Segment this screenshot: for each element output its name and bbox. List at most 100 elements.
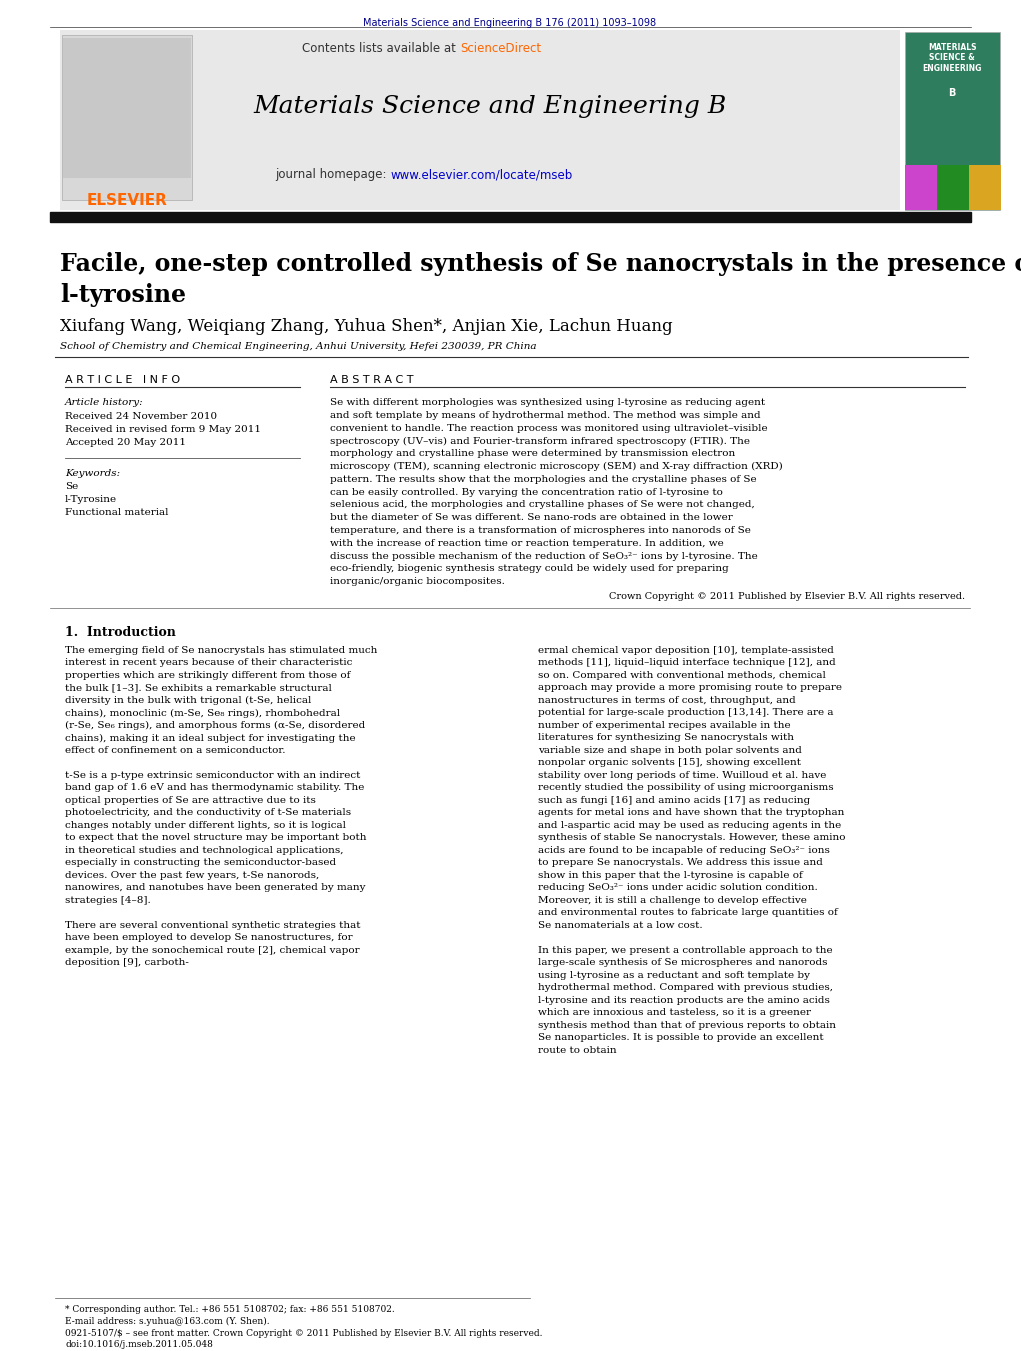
Text: microscopy (TEM), scanning electronic microscopy (SEM) and X-ray diffraction (XR: microscopy (TEM), scanning electronic mi… [330, 462, 783, 471]
Text: to prepare Se nanocrystals. We address this issue and: to prepare Se nanocrystals. We address t… [538, 858, 823, 867]
Text: temperature, and there is a transformation of microspheres into nanorods of Se: temperature, and there is a transformati… [330, 526, 750, 535]
Text: optical properties of Se are attractive due to its: optical properties of Se are attractive … [65, 796, 315, 805]
Text: especially in constructing the semiconductor-based: especially in constructing the semicondu… [65, 858, 336, 867]
Text: reducing SeO₃²⁻ ions under acidic solution condition.: reducing SeO₃²⁻ ions under acidic soluti… [538, 884, 818, 893]
Text: effect of confinement on a semiconductor.: effect of confinement on a semiconductor… [65, 746, 286, 755]
Text: and environmental routes to fabricate large quantities of: and environmental routes to fabricate la… [538, 908, 838, 917]
Text: Se: Se [65, 482, 79, 490]
Text: In this paper, we present a controllable approach to the: In this paper, we present a controllable… [538, 946, 832, 955]
Text: strategies [4–8].: strategies [4–8]. [65, 896, 151, 905]
Text: diversity in the bulk with trigonal (t-Se, helical: diversity in the bulk with trigonal (t-S… [65, 696, 311, 705]
Bar [50, 212, 971, 222]
Text: Facile, one-step controlled synthesis of Se nanocrystals in the presence of: Facile, one-step controlled synthesis of… [60, 253, 1021, 276]
Bar [937, 165, 969, 209]
Text: in theoretical studies and technological applications,: in theoretical studies and technological… [65, 846, 343, 855]
Text: band gap of 1.6 eV and has thermodynamic stability. The: band gap of 1.6 eV and has thermodynamic… [65, 784, 364, 793]
Text: Xiufang Wang, Weiqiang Zhang, Yuhua Shen*, Anjian Xie, Lachun Huang: Xiufang Wang, Weiqiang Zhang, Yuhua Shen… [60, 317, 673, 335]
Text: School of Chemistry and Chemical Engineering, Anhui University, Hefei 230039, PR: School of Chemistry and Chemical Enginee… [60, 342, 536, 351]
Text: A B S T R A C T: A B S T R A C T [330, 376, 414, 385]
Text: and l-aspartic acid may be used as reducing agents in the: and l-aspartic acid may be used as reduc… [538, 821, 841, 830]
Text: l-Tyrosine: l-Tyrosine [65, 494, 117, 504]
Text: selenious acid, the morphologies and crystalline phases of Se were not changed,: selenious acid, the morphologies and cry… [330, 500, 755, 509]
Text: using l-tyrosine as a reductant and soft template by: using l-tyrosine as a reductant and soft… [538, 971, 810, 979]
Text: chains), making it an ideal subject for investigating the: chains), making it an ideal subject for … [65, 734, 355, 743]
Text: to expect that the novel structure may be important both: to expect that the novel structure may b… [65, 834, 367, 843]
Text: E-mail address: s.yuhua@163.com (Y. Shen).: E-mail address: s.yuhua@163.com (Y. Shen… [65, 1317, 270, 1327]
Text: spectroscopy (UV–vis) and Fourier-transform infrared spectroscopy (FTIR). The: spectroscopy (UV–vis) and Fourier-transf… [330, 436, 750, 446]
Text: deposition [9], carboth-: deposition [9], carboth- [65, 958, 189, 967]
Text: A R T I C L E   I N F O: A R T I C L E I N F O [65, 376, 180, 385]
Text: Se nanoparticles. It is possible to provide an excellent: Se nanoparticles. It is possible to prov… [538, 1034, 824, 1043]
Text: and soft template by means of hydrothermal method. The method was simple and: and soft template by means of hydrotherm… [330, 411, 761, 420]
Text: ELSEVIER: ELSEVIER [87, 193, 167, 208]
Bar [60, 30, 900, 209]
Text: chains), monoclinic (m-Se, Se₈ rings), rhombohedral: chains), monoclinic (m-Se, Se₈ rings), r… [65, 708, 340, 717]
Text: Crown Copyright © 2011 Published by Elsevier B.V. All rights reserved.: Crown Copyright © 2011 Published by Else… [609, 592, 965, 601]
Text: Materials Science and Engineering B 176 (2011) 1093–1098: Materials Science and Engineering B 176 … [363, 18, 657, 28]
Bar [969, 165, 1001, 209]
Text: show in this paper that the l-tyrosine is capable of: show in this paper that the l-tyrosine i… [538, 871, 803, 880]
Text: hydrothermal method. Compared with previous studies,: hydrothermal method. Compared with previ… [538, 984, 833, 993]
Text: doi:10.1016/j.mseb.2011.05.048: doi:10.1016/j.mseb.2011.05.048 [65, 1340, 212, 1350]
Text: approach may provide a more promising route to prepare: approach may provide a more promising ro… [538, 684, 842, 693]
Text: ScienceDirect: ScienceDirect [460, 42, 541, 55]
Text: example, by the sonochemical route [2], chemical vapor: example, by the sonochemical route [2], … [65, 946, 359, 955]
Text: Received in revised form 9 May 2011: Received in revised form 9 May 2011 [65, 426, 261, 434]
Text: The emerging field of Se nanocrystals has stimulated much: The emerging field of Se nanocrystals ha… [65, 646, 378, 655]
Text: Accepted 20 May 2011: Accepted 20 May 2011 [65, 438, 186, 447]
Text: ermal chemical vapor deposition [10], template-assisted: ermal chemical vapor deposition [10], te… [538, 646, 834, 655]
Text: journal homepage:: journal homepage: [275, 168, 390, 181]
Text: eco-friendly, biogenic synthesis strategy could be widely used for preparing: eco-friendly, biogenic synthesis strateg… [330, 565, 729, 573]
Text: Contents lists available at: Contents lists available at [302, 42, 460, 55]
Text: pattern. The results show that the morphologies and the crystalline phases of Se: pattern. The results show that the morph… [330, 474, 757, 484]
Text: large-scale synthesis of Se microspheres and nanorods: large-scale synthesis of Se microspheres… [538, 958, 827, 967]
Text: * Corresponding author. Tel.: +86 551 5108702; fax: +86 551 5108702.: * Corresponding author. Tel.: +86 551 51… [65, 1305, 395, 1315]
Text: literatures for synthesizing Se nanocrystals with: literatures for synthesizing Se nanocrys… [538, 734, 794, 743]
Text: Materials Science and Engineering B: Materials Science and Engineering B [253, 95, 727, 118]
Text: 1.  Introduction: 1. Introduction [65, 626, 176, 639]
Text: Moreover, it is still a challenge to develop effective: Moreover, it is still a challenge to dev… [538, 896, 807, 905]
Bar [62, 35, 192, 200]
Bar [905, 32, 1000, 209]
Text: convenient to handle. The reaction process was monitored using ultraviolet–visib: convenient to handle. The reaction proce… [330, 424, 768, 432]
Text: such as fungi [16] and amino acids [17] as reducing: such as fungi [16] and amino acids [17] … [538, 796, 811, 805]
Text: MATERIALS
SCIENCE &
ENGINEERING: MATERIALS SCIENCE & ENGINEERING [922, 43, 981, 73]
Text: synthesis of stable Se nanocrystals. However, these amino: synthesis of stable Se nanocrystals. How… [538, 834, 845, 843]
Text: changes notably under different lights, so it is logical: changes notably under different lights, … [65, 821, 346, 830]
Text: Received 24 November 2010: Received 24 November 2010 [65, 412, 217, 422]
Text: There are several conventional synthetic strategies that: There are several conventional synthetic… [65, 921, 360, 929]
Text: properties which are strikingly different from those of: properties which are strikingly differen… [65, 671, 350, 680]
Text: inorganic/organic biocomposites.: inorganic/organic biocomposites. [330, 577, 504, 586]
Text: have been employed to develop Se nanostructures, for: have been employed to develop Se nanostr… [65, 934, 352, 943]
Text: Keywords:: Keywords: [65, 469, 120, 478]
Text: potential for large-scale production [13,14]. There are a: potential for large-scale production [13… [538, 708, 833, 717]
Text: Functional material: Functional material [65, 508, 168, 517]
Text: nonpolar organic solvents [15], showing excellent: nonpolar organic solvents [15], showing … [538, 758, 801, 767]
Text: B: B [949, 88, 956, 99]
Text: Se nanomaterials at a low cost.: Se nanomaterials at a low cost. [538, 921, 702, 929]
Text: route to obtain: route to obtain [538, 1046, 617, 1055]
Text: can be easily controlled. By varying the concentration ratio of l-tyrosine to: can be easily controlled. By varying the… [330, 488, 723, 497]
Text: devices. Over the past few years, t-Se nanorods,: devices. Over the past few years, t-Se n… [65, 871, 320, 880]
Text: www.elsevier.com/locate/mseb: www.elsevier.com/locate/mseb [390, 168, 572, 181]
Text: l-tyrosine and its reaction products are the amino acids: l-tyrosine and its reaction products are… [538, 996, 830, 1005]
Text: so on. Compared with conventional methods, chemical: so on. Compared with conventional method… [538, 671, 826, 680]
Text: l-tyrosine: l-tyrosine [60, 282, 186, 307]
Text: synthesis method than that of previous reports to obtain: synthesis method than that of previous r… [538, 1021, 836, 1029]
Text: but the diameter of Se was different. Se nano-rods are obtained in the lower: but the diameter of Se was different. Se… [330, 513, 733, 523]
Text: Se with different morphologies was synthesized using l-tyrosine as reducing agen: Se with different morphologies was synth… [330, 399, 765, 407]
Text: t-Se is a p-type extrinsic semiconductor with an indirect: t-Se is a p-type extrinsic semiconductor… [65, 771, 360, 780]
Text: interest in recent years because of their characteristic: interest in recent years because of thei… [65, 658, 352, 667]
Text: recently studied the possibility of using microorganisms: recently studied the possibility of usin… [538, 784, 833, 793]
Text: 0921-5107/$ – see front matter. Crown Copyright © 2011 Published by Elsevier B.V: 0921-5107/$ – see front matter. Crown Co… [65, 1329, 542, 1337]
Text: morphology and crystalline phase were determined by transmission electron: morphology and crystalline phase were de… [330, 449, 735, 458]
Text: methods [11], liquid–liquid interface technique [12], and: methods [11], liquid–liquid interface te… [538, 658, 836, 667]
Bar [63, 38, 191, 178]
Text: nanostructures in terms of cost, throughput, and: nanostructures in terms of cost, through… [538, 696, 795, 705]
Bar [905, 165, 937, 209]
Text: agents for metal ions and have shown that the tryptophan: agents for metal ions and have shown tha… [538, 808, 844, 817]
Text: Article history:: Article history: [65, 399, 144, 407]
Text: acids are found to be incapable of reducing SeO₃²⁻ ions: acids are found to be incapable of reduc… [538, 846, 830, 855]
Text: number of experimental recipes available in the: number of experimental recipes available… [538, 721, 790, 730]
Text: discuss the possible mechanism of the reduction of SeO₃²⁻ ions by l-tyrosine. Th: discuss the possible mechanism of the re… [330, 551, 758, 561]
